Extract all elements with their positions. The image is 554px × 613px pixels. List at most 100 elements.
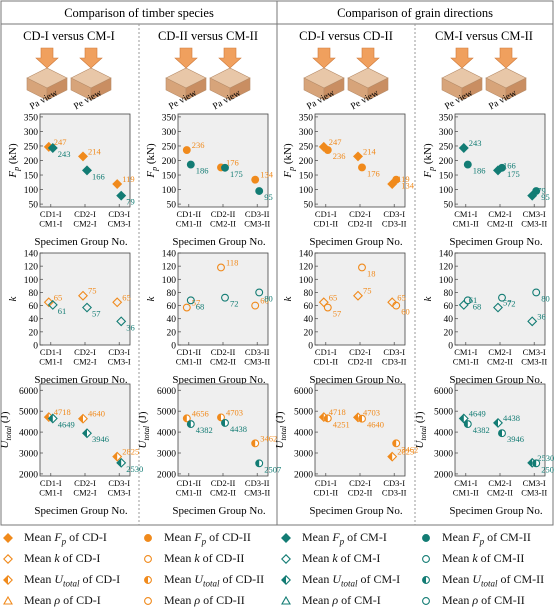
legend-marker-icon [422, 534, 430, 542]
data-label: 247 [329, 137, 342, 147]
x-tick-label: CM3-I [108, 488, 131, 498]
data-label: 118 [226, 257, 238, 267]
x-tick-label: CD3-I [383, 347, 405, 357]
x-tick-label: CM2-II [487, 357, 513, 367]
x-tick-label: CD1-I [40, 478, 62, 488]
legend-marker-icon [144, 534, 152, 542]
plot-area [177, 383, 269, 477]
y-tick-label: 100 [24, 276, 39, 286]
data-point [498, 293, 506, 302]
y-tick-label: 60 [167, 302, 177, 312]
plot-panel-U-2: 2000 3000 4000 5000 6000 Utotal (J) CD1-ICD1-I… [274, 383, 418, 517]
y-axis-label: k [282, 295, 294, 301]
data-point [318, 297, 329, 308]
specimen-block-icon [165, 47, 207, 101]
legend-marker [281, 554, 291, 564]
x-axis-label: Specimen Group No. [34, 236, 127, 248]
data-label: 4640 [88, 409, 105, 419]
x-tick-label: CD3-II [245, 478, 270, 488]
y-tick-label: 0 [171, 342, 176, 352]
y-tick-label: 2000 [157, 470, 176, 480]
x-tick-label: CD3-I [383, 209, 405, 219]
legend-marker-icon [3, 554, 13, 564]
x-axis-label: Specimen Group No. [172, 505, 265, 517]
legend-marker [422, 555, 430, 563]
x-tick-label: CM1-I [39, 357, 62, 367]
y-tick-label: 40 [167, 315, 177, 325]
y-tick-label: 300 [162, 128, 177, 138]
data-label: 4703 [363, 407, 380, 417]
data-point [392, 301, 401, 310]
y-tick-label: 120 [162, 263, 177, 273]
y-tick-label: 140 [24, 250, 39, 260]
specimen-block-icon [441, 47, 483, 101]
x-tick-label: CD1-I [315, 478, 337, 488]
legend-marker [3, 533, 13, 543]
y-tick-label: 120 [24, 263, 39, 273]
data-label: 36 [537, 311, 546, 321]
x-tick-label: CM2-II [210, 219, 236, 229]
data-label: 4438 [503, 413, 520, 423]
data-point [221, 163, 229, 172]
legend-label: Mean Utotal of CD-I [24, 572, 121, 589]
x-tick-label: CD1-II [314, 488, 339, 498]
data-label: 134 [260, 170, 274, 180]
data-label: 80 [264, 293, 273, 303]
legend-marker [144, 555, 152, 563]
y-axis-label: Fp (kN) [145, 143, 159, 179]
y-tick-label: 50 [304, 201, 314, 211]
data-point [493, 302, 503, 313]
data-label: 3946 [92, 434, 109, 444]
specimen-block-icon [70, 47, 112, 101]
x-tick-label: CM1-II [453, 488, 479, 498]
legend-label: Mean Fp of CM-II [442, 530, 531, 547]
x-tick-label: CM3-II [244, 219, 270, 229]
y-tick-label: 200 [439, 157, 454, 167]
data-point [353, 151, 363, 162]
x-tick-label: CM1-I [454, 347, 477, 357]
data-point [112, 297, 123, 308]
y-tick-label: 2000 [19, 470, 38, 480]
y-tick-label: 20 [167, 328, 177, 338]
data-point [387, 297, 398, 308]
data-label: 79 [537, 186, 546, 196]
data-point [532, 187, 541, 195]
x-tick-label: CD3-II [382, 219, 407, 229]
plot-panel-U-3: 2000 3000 4000 5000 6000 Utotal (J) CM1-ICM1-I… [414, 383, 554, 517]
legend-marker [3, 595, 13, 605]
data-label: 2825 [122, 447, 139, 457]
y-tick-label: 140 [162, 250, 177, 260]
data-label: 57 [192, 298, 201, 308]
legend-marker [281, 595, 291, 605]
column-title: CD-II versus CM-II [158, 29, 258, 43]
y-tick-label: 200 [299, 157, 314, 167]
x-tick-label: CD1-II [314, 357, 339, 367]
data-point [82, 165, 92, 176]
y-tick-label: 6000 [294, 387, 313, 397]
plot-panel-U-1: 2000 3000 4000 5000 6000 Utotal (J) CD1-IICM1-… [137, 383, 281, 517]
y-tick-label: 4000 [434, 429, 453, 439]
legend-marker-icon [281, 595, 291, 605]
y-tick-label: 200 [24, 157, 39, 167]
x-axis-label: Specimen Group No. [309, 505, 402, 517]
y-tick-label: 300 [439, 128, 454, 138]
y-axis-label: Fp (kN) [282, 143, 296, 179]
data-label: 166 [92, 171, 105, 181]
x-tick-label: CM2-II [487, 488, 513, 498]
y-tick-label: 350 [24, 113, 39, 123]
plot-area [454, 113, 546, 208]
x-axis-label: Specimen Group No. [172, 236, 265, 248]
data-label: 68 [196, 301, 205, 311]
y-tick-label: 100 [439, 186, 454, 196]
data-point [392, 175, 401, 184]
legend-label: Mean Fp of CD-I [24, 530, 107, 547]
x-tick-label: CD1-I [315, 347, 337, 357]
data-label: 4718 [54, 407, 71, 417]
data-label: 60 [401, 307, 410, 317]
data-label: 65 [122, 292, 131, 302]
plot-area [177, 113, 269, 208]
x-tick-label: CM2-II [210, 488, 236, 498]
data-point [358, 263, 366, 272]
